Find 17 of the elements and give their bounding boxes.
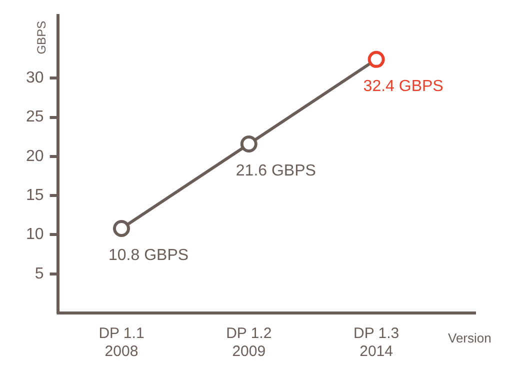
- x-tick-label: DP 1.2 2009: [226, 325, 272, 360]
- y-tick-label: 20: [26, 148, 44, 165]
- y-axis-title: GBPS: [34, 20, 48, 54]
- y-tick-label: 10: [26, 226, 44, 244]
- y-tick-label: 5: [34, 265, 44, 282]
- x-tick-label: DP 1.3 2014: [354, 325, 400, 360]
- data-label: 10.8 GBPS: [108, 246, 189, 264]
- y-tick-label: 30: [26, 70, 44, 87]
- data-label: 32.4 GBPS: [363, 78, 444, 95]
- x-tick-label: DP 1.1 2008: [98, 325, 144, 360]
- data-label: 21.6 GBPS: [236, 162, 316, 180]
- y-tick-label: 15: [26, 187, 44, 204]
- y-tick-label: 25: [26, 108, 44, 126]
- point: [240, 135, 258, 152]
- point: [368, 50, 385, 68]
- x-axis-title: Version: [448, 330, 492, 346]
- point: [113, 220, 130, 237]
